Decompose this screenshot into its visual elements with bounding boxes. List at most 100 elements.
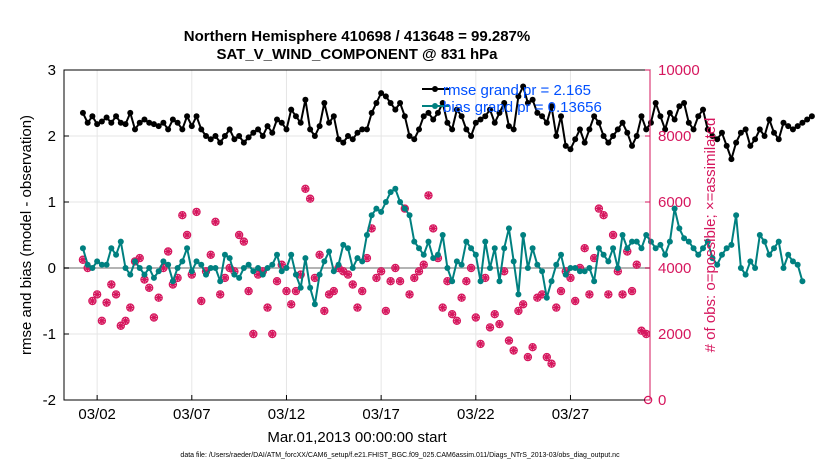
- rmse-point: [89, 113, 96, 120]
- bias-point: [302, 255, 309, 262]
- bias-point: [728, 241, 735, 248]
- obs-assimilated-point: [164, 247, 172, 256]
- bias-point: [127, 271, 134, 278]
- rmse-point: [378, 90, 385, 97]
- rmse-point: [780, 119, 787, 126]
- bias-point: [79, 245, 86, 252]
- rmse-point: [766, 116, 773, 123]
- obs-assimilated-point: [410, 274, 418, 282]
- bias-point: [387, 189, 394, 196]
- rmse-point: [610, 133, 617, 139]
- rmse-point: [122, 121, 129, 128]
- obs-assimilated-point: [216, 290, 224, 298]
- rmse-point: [808, 113, 815, 120]
- rmse-point: [709, 133, 716, 139]
- rmse-point: [236, 133, 243, 139]
- bias-point: [113, 251, 120, 258]
- obs-assimilated-point: [595, 205, 603, 213]
- rmse-point: [203, 133, 210, 139]
- bias-point: [761, 238, 768, 245]
- rmse-point: [212, 133, 219, 139]
- bias-point: [548, 278, 555, 285]
- rmse-point: [700, 106, 707, 113]
- obs-assimilated-point: [221, 274, 229, 282]
- bias-point: [624, 245, 631, 252]
- bias-point: [685, 238, 692, 245]
- rmse-point: [136, 119, 143, 126]
- rmse-point: [714, 136, 721, 143]
- rmse-point: [439, 100, 446, 106]
- bias-point: [198, 261, 205, 268]
- bias-point: [723, 245, 730, 252]
- bias-point: [89, 265, 96, 271]
- bias-point: [775, 238, 782, 245]
- rmse-point: [752, 136, 759, 143]
- rmse-point: [643, 126, 650, 133]
- rmse-point: [487, 106, 494, 113]
- y-right-tick-label: 0: [658, 392, 666, 409]
- obs-assimilated-point: [292, 287, 300, 295]
- bias-point: [690, 245, 697, 252]
- rmse-point: [288, 106, 295, 113]
- bias-point: [586, 265, 593, 271]
- rmse-point: [449, 126, 456, 133]
- bias-point: [439, 232, 446, 238]
- obs-assimilated-point: [581, 244, 589, 252]
- bias-point: [420, 251, 427, 258]
- bias-point: [326, 248, 333, 255]
- bias-point: [316, 271, 323, 278]
- obs-assimilated-point: [235, 231, 243, 239]
- rmse-point: [108, 119, 115, 126]
- obs-assimilated-point: [306, 195, 314, 203]
- bias-point: [572, 265, 579, 271]
- rmse-point: [482, 113, 489, 120]
- bias-point: [250, 268, 257, 275]
- rmse-point: [141, 116, 148, 123]
- obs-assimilated-point: [287, 300, 295, 308]
- bias-point: [619, 232, 626, 238]
- obs-assimilated-point: [301, 185, 310, 193]
- rmse-point: [307, 126, 314, 133]
- bias-point: [581, 268, 588, 275]
- obs-assimilated-point: [93, 290, 101, 298]
- bias-point: [534, 261, 541, 268]
- bias-point: [458, 261, 465, 268]
- obs-assimilated-point: [245, 287, 253, 295]
- rmse-point: [491, 119, 498, 126]
- chart-subtitle: SAT_V_WIND_COMPONENT @ 831 hPa: [216, 46, 498, 63]
- rmse-point: [468, 133, 475, 139]
- bias-point: [226, 255, 233, 262]
- bias-point: [311, 301, 318, 308]
- bias-point: [212, 265, 219, 271]
- rmse-point: [174, 119, 181, 126]
- bias-point: [236, 274, 243, 281]
- rmse-point: [733, 139, 740, 146]
- bias-point: [737, 265, 744, 271]
- bias-point: [496, 278, 503, 285]
- bias-point: [799, 278, 806, 285]
- obs-assimilated-point: [405, 290, 414, 298]
- bias-point: [472, 251, 479, 258]
- bias-point: [307, 284, 314, 291]
- obs-assimilated-point: [462, 277, 470, 285]
- rmse-point: [368, 109, 375, 116]
- obs-assimilated-point: [363, 254, 371, 262]
- rmse-point: [600, 133, 607, 139]
- obs-assimilated-point: [311, 274, 319, 282]
- obs-assimilated-point: [372, 274, 381, 282]
- bias-point: [184, 245, 191, 252]
- bias-point: [752, 265, 759, 271]
- rmse-point: [392, 106, 399, 113]
- bias-point: [747, 258, 754, 265]
- x-axis-label: Mar.01,2013 00:00:00 start: [267, 429, 447, 446]
- bias-point: [434, 251, 441, 258]
- obs-assimilated-point: [439, 304, 447, 312]
- rmse-point: [132, 126, 139, 133]
- bias-point: [695, 251, 702, 258]
- rmse-point: [207, 136, 214, 143]
- bias-point: [382, 199, 389, 205]
- y-axis-label: rmse and bias (model - observation): [18, 115, 35, 355]
- obs-assimilated-point: [88, 297, 97, 305]
- obs-assimilated-point: [476, 340, 485, 348]
- rmse-point: [240, 139, 247, 146]
